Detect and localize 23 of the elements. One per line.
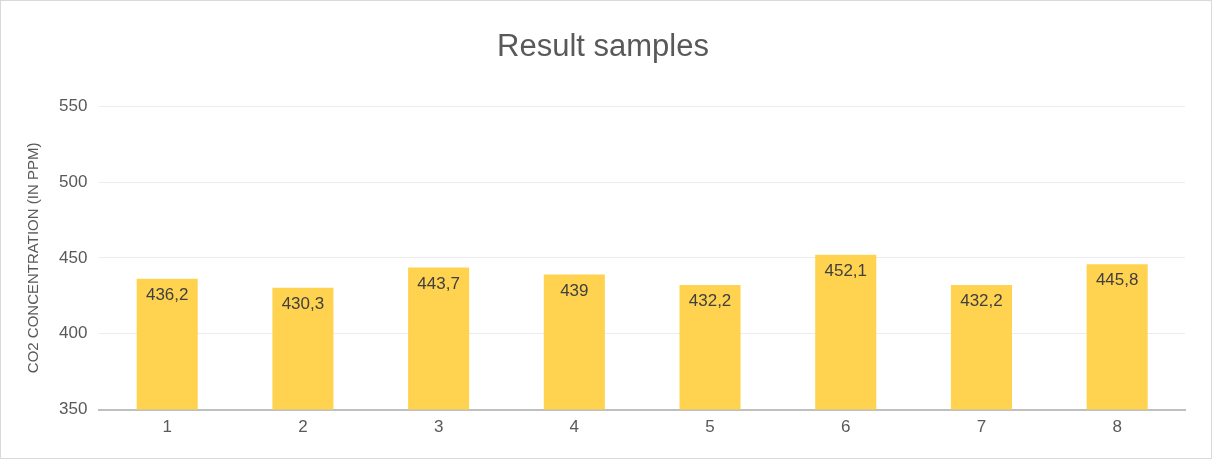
y-tick-label: 350	[58, 399, 88, 419]
x-tick-label: 5	[705, 417, 715, 437]
data-label: 432,2	[960, 291, 1003, 311]
x-tick-label: 2	[298, 417, 308, 437]
y-tick-label: 550	[58, 95, 88, 115]
y-tick-label: 500	[58, 171, 88, 191]
data-label: 436,2	[145, 285, 189, 305]
chart-title: Result samples	[497, 28, 709, 64]
y-tick-label: 450	[58, 247, 88, 267]
x-tick-label: 7	[976, 417, 987, 437]
data-label: 445,8	[1095, 270, 1139, 290]
y-tick-label: 400	[58, 323, 88, 343]
y-axis-title: CO2 CONCENTRATION (IN PPM)	[24, 142, 42, 374]
data-label: 430,3	[281, 293, 325, 313]
x-tick-label: 4	[569, 417, 580, 437]
data-label: 439	[560, 280, 589, 300]
x-tick-label: 3	[433, 417, 444, 437]
data-label: 443,7	[417, 273, 460, 293]
x-tick-label: 8	[1112, 417, 1122, 437]
x-tick-label: 6	[841, 417, 851, 437]
data-label: 432,2	[688, 291, 732, 311]
data-label: 452,1	[824, 260, 868, 280]
x-tick-label: 1	[162, 417, 172, 437]
